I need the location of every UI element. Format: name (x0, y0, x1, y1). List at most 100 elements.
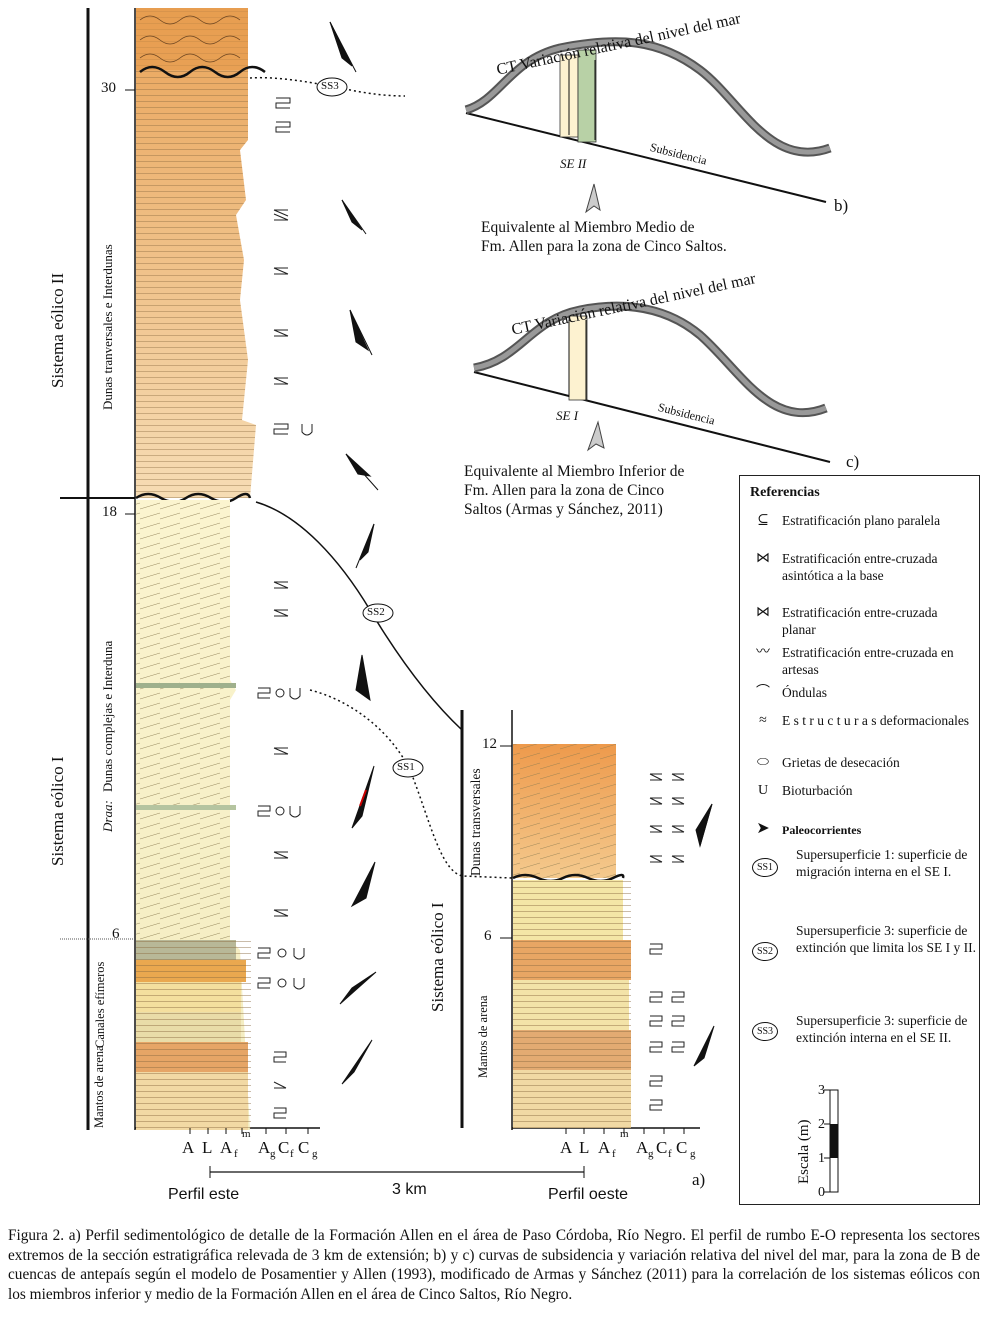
grain-g-sub: g (270, 1148, 276, 1160)
ss1-ref-marker: SS1 (752, 858, 778, 877)
grain-l: L (202, 1138, 213, 1157)
grain-f-sub2: f (290, 1148, 294, 1160)
west-grain-g-sub2: g (690, 1148, 696, 1160)
scale-bar (824, 1089, 839, 1193)
west-profile-name: Perfil oeste (548, 1186, 629, 1203)
panel-b-subsidence-line (465, 112, 827, 203)
west-paleocurrents (693, 803, 715, 1067)
west-profile (460, 710, 715, 1134)
grain-a2: A (220, 1138, 233, 1157)
west-tick-12: 12 (482, 736, 497, 752)
panel-c-se-label: SE I (556, 408, 579, 423)
ss3-marker (316, 77, 348, 97)
grain-a: A (182, 1138, 195, 1157)
reference-item: E s t r u c t u r a s deformacionales (782, 713, 970, 728)
figure-canvas (60, 8, 839, 1193)
system-label-i: Sistema eólico I (48, 756, 67, 866)
panel-b-interval (577, 49, 597, 143)
scale-tick-1: 1 (818, 1151, 825, 1166)
west-facies-dunes: Dunas transversales (468, 768, 483, 876)
grain-c: C (278, 1138, 290, 1157)
panel-c-diagram (473, 301, 831, 463)
reference-item: Estratificación entre-cruzada asintótica… (782, 551, 938, 583)
panel-c-equivalence: Equivalente al Miembro Inferior de Fm. A… (464, 463, 685, 518)
west-grain-a2: A (598, 1138, 611, 1157)
west-grain-a: A (560, 1138, 573, 1157)
scale-title: Escala (m) (796, 1119, 812, 1184)
west-grain-m-sup: m (620, 1128, 629, 1140)
west-grain-a3: A (636, 1138, 649, 1157)
reference-item: Estratificación entre-cruzada en artesas (782, 645, 954, 677)
system-label-ii: Sistema eólico II (48, 272, 67, 388)
grain-f-sub: f (234, 1148, 238, 1160)
distance-label: 3 km (388, 1181, 431, 1199)
scale-tick-2: 2 (818, 1117, 825, 1132)
trough-cross-icon: 〰 (756, 645, 770, 660)
west-facies-sand: Mantos de arena (476, 995, 490, 1078)
reference-surface: Supersuperficie 3: superficie de extinci… (796, 1013, 968, 1045)
ss2-ref-marker: SS2 (752, 942, 778, 961)
figure-caption: Figura 2. a) Perfil sedimentológico de d… (8, 1227, 980, 1303)
west-grain-c2: C (676, 1138, 688, 1157)
panel-b-pointer-arrow (585, 183, 601, 214)
panel-b-equivalence: Equivalente al Miembro Medio de Fm. Alle… (481, 219, 727, 255)
west-grain-f-sub2: f (668, 1148, 672, 1160)
scale-tick-3: 3 (818, 1083, 825, 1098)
reference-item: Estratificación entre-cruzada planar (782, 605, 938, 637)
tick-30: 30 (101, 80, 116, 96)
desiccation-icon: ⬭ (757, 755, 769, 770)
ss3-label: SS3 (321, 80, 339, 92)
west-grain-l: L (579, 1138, 590, 1157)
west-tick-6: 6 (484, 928, 492, 944)
tick-6: 6 (112, 926, 120, 942)
panel-a-label: a) (692, 1170, 706, 1189)
deformation-icon: ≈ (759, 713, 767, 728)
ripple-icon: ⌒ (756, 685, 770, 700)
grain-m-sup: m (242, 1128, 251, 1140)
west-grain-g-sub: g (648, 1148, 654, 1160)
reference-item: Óndulas (782, 685, 827, 700)
west-grain-f-sub: f (612, 1148, 616, 1160)
panel-c-subsidence-line (473, 371, 831, 463)
ss1-label: SS1 (397, 761, 415, 773)
scale-tick-0: 0 (818, 1185, 825, 1200)
ss2-label: SS2 (367, 606, 385, 618)
paleocurrent-icon: ➤ (756, 820, 770, 837)
east-profile (60, 8, 379, 1134)
east-structure-symbols (257, 97, 313, 1119)
reference-surface: Supersuperficie 3: superficie de extinci… (796, 923, 976, 955)
ss3-ref-marker: SS3 (752, 1022, 778, 1041)
west-structure-symbols (649, 773, 685, 1111)
panel-b-se-label: SE II (560, 156, 587, 171)
paleocurrent-label: Paleocorrientes (782, 823, 862, 837)
bioturbation-icon: U (757, 783, 769, 798)
panel-b-diagram (464, 37, 832, 214)
reference-item: Estratificación plano paralela (782, 513, 941, 528)
facies-label-transverse: Dunas tranversales e Interdunas (100, 244, 115, 410)
asymptotic-cross-icon: ⋈ (756, 551, 770, 566)
facies-label-draa: Draa: (100, 800, 115, 832)
reference-item: Bioturbación (782, 783, 853, 798)
reference-surface: Supersuperficie 1: superficie de migraci… (796, 847, 968, 879)
tick-18: 18 (102, 504, 117, 520)
east-profile-name: Perfil este (168, 1186, 240, 1203)
panel-c-sea-level-curve (473, 303, 827, 416)
ss3-surface-east (139, 65, 266, 79)
planar-cross-icon: ⋈ (756, 605, 770, 620)
plane-parallel-icon: ⊆ (757, 513, 769, 528)
ss2-marker (362, 603, 394, 623)
east-top-folded-bed (136, 8, 248, 70)
ss2-surface-east (135, 492, 252, 504)
panel-c-interval (568, 315, 588, 401)
west-grain-c: C (656, 1138, 668, 1157)
panel-b-label: b) (834, 196, 849, 215)
facies-label-complex: Dunas complejas e Interduna (100, 640, 115, 792)
east-paleocurrents (329, 21, 379, 1085)
grain-a3: A (258, 1138, 271, 1157)
reference-item: Grietas de desecación (782, 755, 900, 770)
grain-g-sub2: g (312, 1148, 318, 1160)
west-system-label: Sistema eólico I (428, 902, 447, 1012)
panel-c-label: c) (846, 452, 860, 471)
facies-label-channels: Canales efímeros (93, 961, 107, 1048)
green-bed (136, 683, 236, 688)
